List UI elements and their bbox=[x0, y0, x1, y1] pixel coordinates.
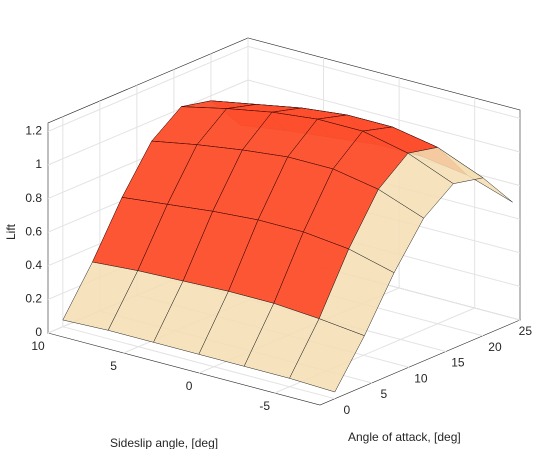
y-axis-label: Angle of attack, [deg] bbox=[348, 430, 461, 444]
z-tick-label: 1 bbox=[35, 157, 42, 171]
x-tick-label: 5 bbox=[110, 359, 117, 373]
y-tick-label: 15 bbox=[451, 356, 465, 370]
x-tick-label: 10 bbox=[31, 339, 45, 353]
x-tick-label: -5 bbox=[259, 399, 270, 413]
z-tick-label: 0 bbox=[35, 325, 42, 339]
y-tick-label: 0 bbox=[343, 403, 350, 417]
z-tick-label: 0.4 bbox=[25, 258, 42, 272]
y-tick-label: 5 bbox=[381, 387, 388, 401]
y-tick-label: 20 bbox=[488, 340, 502, 354]
surface-cell bbox=[289, 318, 365, 393]
z-tick-label: 0.2 bbox=[25, 292, 42, 306]
x-tick-label: 0 bbox=[186, 379, 193, 393]
grid-line bbox=[47, 79, 249, 166]
z-tick-label: 0.6 bbox=[25, 224, 42, 238]
x-axis-label: Sideslip angle, [deg] bbox=[110, 436, 218, 449]
y-tick-label: 10 bbox=[414, 371, 428, 385]
z-axis-label: Lift bbox=[4, 223, 18, 240]
y-tick-label: 25 bbox=[519, 324, 533, 338]
z-tick-label: 0.8 bbox=[25, 191, 42, 205]
grid-line bbox=[47, 45, 249, 132]
z-tick-label: 1.2 bbox=[25, 124, 42, 138]
